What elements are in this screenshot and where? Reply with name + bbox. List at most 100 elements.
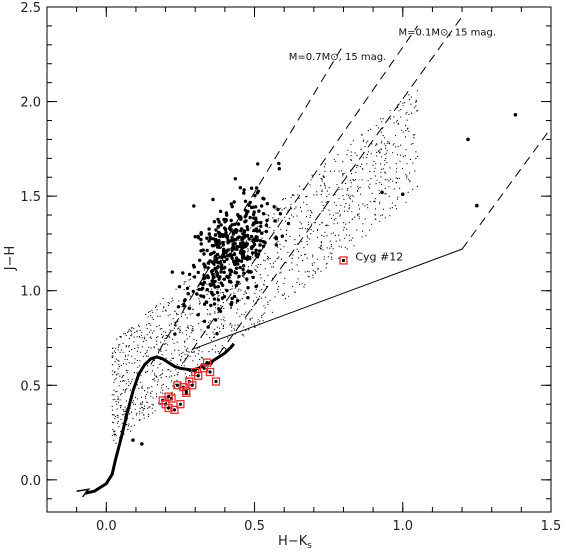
highlight-square [173, 381, 182, 390]
faint-point [125, 400, 128, 402]
faint-point [155, 396, 158, 398]
faint-point [151, 407, 153, 409]
bright-point [215, 256, 219, 261]
faint-point [284, 197, 287, 200]
faint-point [183, 308, 185, 310]
faint-point [222, 291, 224, 294]
faint-point [121, 376, 123, 379]
faint-point [131, 381, 133, 383]
bright-point [202, 319, 207, 323]
faint-point [369, 183, 371, 185]
faint-point [146, 370, 148, 372]
faint-point [350, 151, 352, 153]
faint-point [321, 189, 323, 191]
faint-point [416, 101, 418, 103]
faint-point [363, 139, 365, 141]
faint-point [125, 383, 127, 385]
faint-point [229, 247, 231, 250]
faint-point [182, 351, 184, 353]
faint-point [379, 152, 381, 154]
faint-point [380, 171, 382, 174]
faint-point [378, 149, 380, 151]
y-axis-ticks: 0.00.51.01.52.02.5 [20, 1, 551, 500]
faint-point [162, 389, 164, 391]
bright-point [212, 220, 217, 224]
faint-point [345, 203, 347, 205]
faint-point [204, 269, 206, 271]
faint-point [399, 187, 401, 189]
faint-point [333, 223, 335, 225]
faint-point [125, 334, 127, 337]
faint-point [147, 407, 149, 409]
faint-point [397, 196, 399, 198]
faint-point [238, 283, 240, 286]
faint-point [128, 328, 130, 330]
faint-point [370, 153, 372, 155]
faint-point [395, 171, 397, 173]
faint-point [413, 107, 415, 109]
faint-point [186, 326, 188, 329]
faint-point [334, 202, 336, 204]
faint-point [249, 319, 251, 321]
faint-point [259, 274, 261, 276]
faint-point [117, 396, 119, 398]
faint-point [209, 313, 211, 315]
faint-point [111, 409, 113, 411]
faint-point [320, 185, 322, 187]
faint-point [389, 178, 392, 180]
faint-point [135, 414, 137, 416]
faint-point [257, 299, 259, 301]
faint-point [115, 435, 117, 437]
series-line-dashed [209, 16, 463, 367]
faint-point [241, 298, 243, 300]
faint-point [324, 185, 326, 187]
faint-point [297, 278, 299, 280]
faint-point [384, 137, 386, 139]
faint-point [157, 348, 159, 350]
faint-point [210, 288, 213, 290]
faint-point [379, 181, 381, 183]
bright-point [199, 232, 203, 236]
bright-point [259, 224, 263, 228]
faint-point [124, 332, 126, 335]
faint-point [116, 374, 118, 376]
faint-point [166, 386, 168, 388]
faint-point [236, 312, 238, 314]
bright-point [258, 239, 263, 243]
faint-point [257, 321, 259, 323]
faint-point [320, 244, 322, 246]
faint-point [291, 257, 293, 259]
highlighted-points [158, 256, 348, 415]
faint-point [404, 102, 406, 104]
faint-point [237, 324, 239, 326]
faint-point [136, 359, 138, 362]
faint-point [179, 326, 181, 328]
bright-point [239, 229, 243, 233]
bright-point [230, 238, 234, 243]
faint-point [392, 144, 394, 146]
faint-point [128, 411, 130, 413]
bright-point [192, 265, 196, 269]
faint-point [261, 237, 263, 239]
bright-point [202, 252, 206, 256]
faint-point [167, 304, 170, 306]
bright-point [230, 235, 234, 240]
x-tick-label: 0.5 [244, 519, 265, 534]
faint-point [277, 291, 279, 293]
faint-point [264, 260, 266, 262]
faint-point [366, 153, 368, 156]
bright-point [475, 203, 479, 208]
bright-point [199, 237, 203, 242]
faint-point [382, 126, 384, 129]
faint-point [405, 149, 407, 151]
faint-point [399, 101, 401, 103]
faint-point [223, 307, 225, 310]
faint-point [214, 351, 216, 353]
bright-point [243, 220, 247, 224]
faint-point [396, 106, 399, 108]
faint-point [285, 262, 287, 264]
faint-point [334, 193, 336, 196]
x-axis-ticks: 0.0 0.5 1.0 1.5 [76, 7, 561, 534]
faint-point [245, 318, 247, 320]
faint-point [164, 309, 167, 311]
